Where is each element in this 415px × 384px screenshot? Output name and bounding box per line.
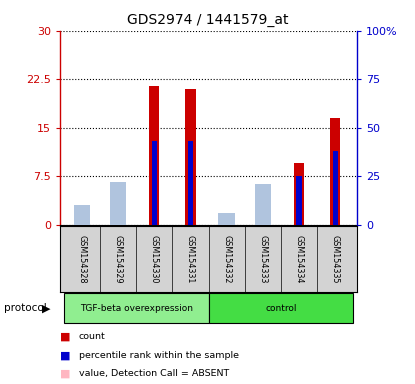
Text: percentile rank within the sample: percentile rank within the sample: [79, 351, 239, 360]
Text: GSM154333: GSM154333: [258, 235, 267, 283]
Bar: [74, 205, 90, 225]
Text: TGF-beta overexpression: TGF-beta overexpression: [80, 304, 193, 313]
Bar: [296, 176, 302, 225]
Bar: [333, 151, 338, 225]
Bar: [294, 163, 304, 225]
Bar: [255, 186, 271, 225]
Bar: [218, 213, 235, 225]
Text: GSM154330: GSM154330: [150, 235, 159, 283]
Text: GSM154334: GSM154334: [295, 235, 303, 283]
Text: protocol: protocol: [4, 303, 47, 313]
Text: GSM154328: GSM154328: [77, 235, 86, 283]
Bar: [152, 141, 157, 225]
Bar: [110, 182, 126, 225]
Text: GSM154332: GSM154332: [222, 235, 231, 283]
Bar: [186, 89, 195, 225]
Text: ■: ■: [60, 350, 71, 360]
Text: ■: ■: [60, 369, 71, 379]
Bar: [149, 86, 159, 225]
Text: ▶: ▶: [42, 303, 50, 313]
Bar: [74, 217, 90, 225]
Bar: [209, 293, 353, 323]
Bar: [218, 222, 235, 225]
Bar: [64, 293, 209, 323]
Bar: [330, 118, 340, 225]
Bar: [110, 183, 126, 225]
Text: value, Detection Call = ABSENT: value, Detection Call = ABSENT: [79, 369, 229, 378]
Text: count: count: [79, 332, 105, 341]
Bar: [255, 184, 271, 225]
Text: GSM154329: GSM154329: [114, 235, 122, 283]
Text: GSM154331: GSM154331: [186, 235, 195, 283]
Bar: [188, 141, 193, 225]
Text: ■: ■: [60, 332, 71, 342]
Text: GSM154335: GSM154335: [331, 235, 340, 283]
Text: GDS2974 / 1441579_at: GDS2974 / 1441579_at: [127, 13, 288, 27]
Text: control: control: [265, 304, 297, 313]
